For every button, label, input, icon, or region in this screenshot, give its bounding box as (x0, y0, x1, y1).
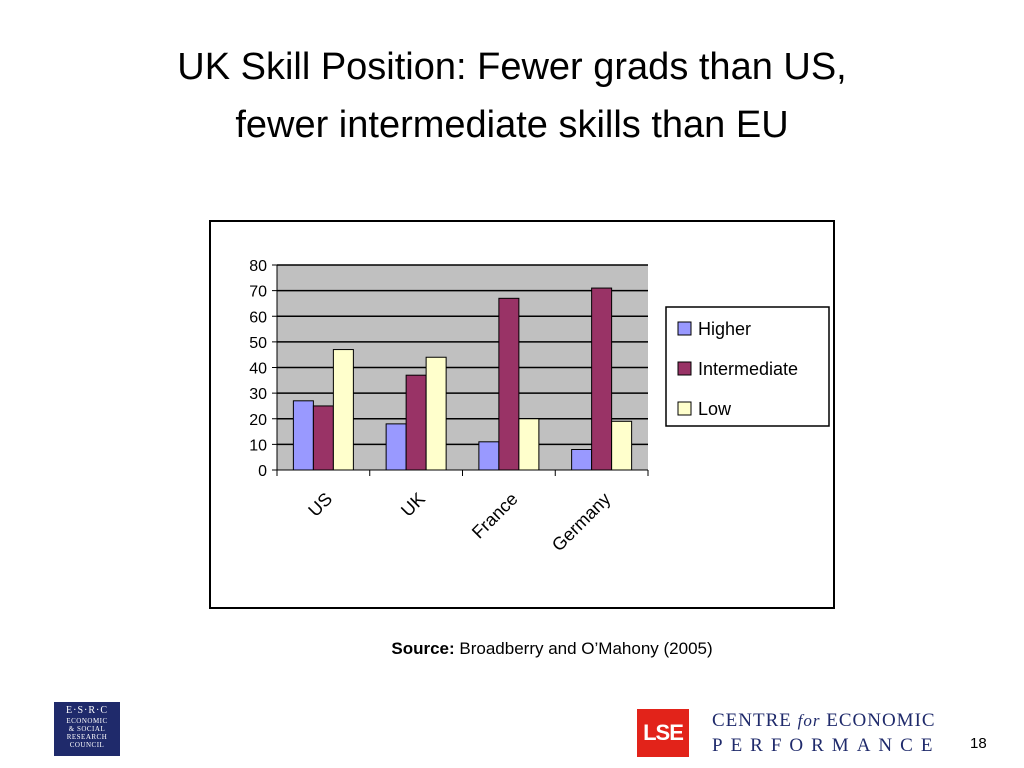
bar-low-germany (611, 420, 633, 471)
source-note: Source: Broadberry and O’Mahony (2005) (0, 639, 1024, 659)
legend-swatch (677, 321, 692, 336)
legend-label: Higher (698, 319, 751, 339)
y-tick-label: 0 (258, 463, 267, 480)
bar-low-uk (425, 356, 447, 471)
cep-logo-line-1: CENTRE for ECONOMIC (712, 709, 942, 733)
bar-higher-france (478, 441, 500, 471)
bar-intermediate-france (498, 297, 520, 471)
page-number: 18 (970, 735, 987, 752)
esrc-logo: E·S·R·C ECONOMIC & SOCIAL RESEARCH COUNC… (54, 702, 120, 756)
cep-economic: ECONOMIC (826, 710, 936, 731)
source-text: Broadberry and O’Mahony (2005) (459, 639, 713, 658)
bar-intermediate-us (312, 405, 334, 471)
esrc-logo-line: & SOCIAL (68, 725, 106, 733)
x-tick-label: UK (397, 489, 429, 521)
cep-centre: CENTRE (712, 710, 792, 731)
y-tick-label: 10 (249, 437, 267, 454)
y-tick-label: 20 (249, 412, 267, 429)
cep-for: for (797, 711, 821, 730)
y-tick-label: 30 (249, 386, 267, 403)
y-tick-label: 40 (249, 361, 267, 378)
source-label: Source: (391, 639, 455, 658)
cep-logo-line-2: PERFORMANCE (712, 735, 941, 756)
x-tick-label: Germany (548, 489, 614, 555)
bar-higher-germany (571, 449, 593, 471)
legend-swatch (677, 401, 692, 416)
bar-low-us (332, 349, 354, 471)
legend-swatch (677, 361, 692, 376)
legend-label: Intermediate (698, 359, 798, 379)
bar-chart: 0 10 20 30 40 50 60 70 80 US UK France Germany Higher… (249, 258, 830, 555)
y-tick-label: 80 (249, 258, 267, 275)
esrc-logo-top: E·S·R·C (66, 705, 108, 716)
bar-higher-uk (385, 423, 407, 471)
bar-intermediate-uk (405, 374, 427, 471)
legend-box (665, 306, 830, 427)
bar-intermediate-germany (591, 287, 613, 471)
lse-logo: LSE (637, 709, 689, 757)
chart-frame: 0 10 20 30 40 50 60 70 80 US UK France Germany Higher… (209, 220, 835, 609)
bar-higher-us (292, 400, 314, 471)
legend-label: Low (698, 399, 732, 419)
y-tick-label: 60 (249, 309, 267, 326)
x-tick-label: France (468, 489, 522, 543)
y-tick-label: 50 (249, 335, 267, 352)
title-line-1: UK Skill Position: Fewer grads than US, (177, 46, 847, 88)
title-line-2: fewer intermediate skills than EU (235, 104, 789, 146)
esrc-logo-line: COUNCIL (69, 741, 105, 749)
bar-low-france (518, 418, 540, 471)
esrc-logo-line: RESEARCH (66, 733, 108, 741)
slide-title: UK Skill Position: Fewer grads than US, … (0, 38, 1024, 154)
y-tick-label: 70 (249, 284, 267, 301)
x-tick-label: US (304, 489, 336, 521)
cep-logo: CENTRE for ECONOMIC PERFORMANCE (712, 709, 942, 759)
esrc-logo-line: ECONOMIC (66, 717, 108, 725)
